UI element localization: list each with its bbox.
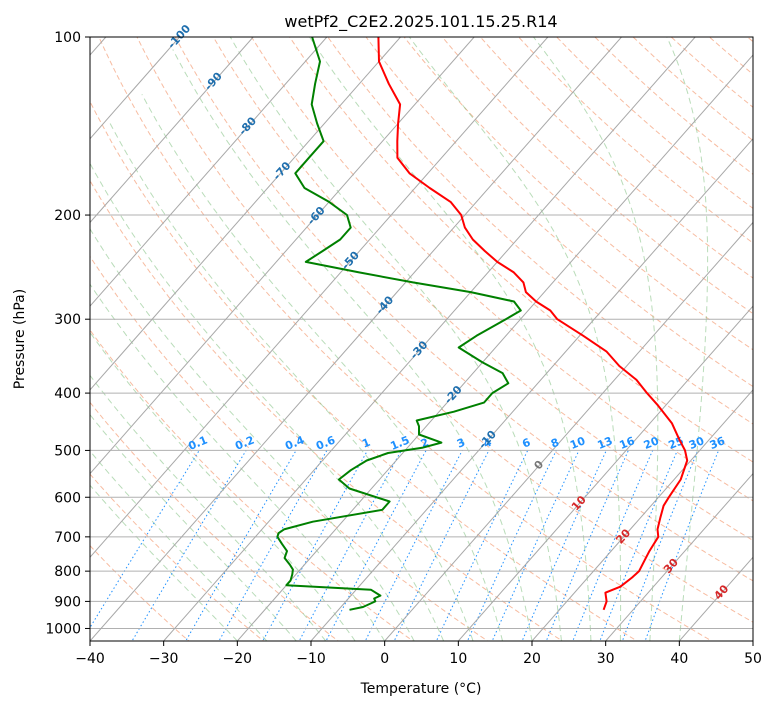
x-tick-label: 40 [670,651,688,667]
moist-adiabat [90,283,386,641]
mixing-ratio-label: 30 [687,434,706,452]
y-tick-label: 700 [54,530,81,546]
x-tick-label: 10 [449,651,467,667]
dry-adiabat [136,37,753,623]
mixing-ratio-line [435,450,529,641]
x-tick-label: 20 [523,651,541,667]
y-tick-label: 300 [54,312,81,328]
moist-adiabat [532,37,659,641]
x-tick-label: 0 [380,651,389,667]
isotherm-line [163,37,696,641]
isotherm-line [90,37,401,391]
mixing-ratio-line [364,450,463,641]
dry-adiabat [90,100,638,641]
y-tick-label: 200 [54,208,81,224]
y-tick-label: 100 [54,30,81,46]
moist-adiabat [90,413,297,641]
y-tick-label: 900 [54,594,81,610]
dewpoint-profile-line [276,37,522,611]
background-lines [90,37,753,641]
y-tick-label: 600 [54,490,81,506]
isotherm-line [457,305,753,641]
moist-adiabat [172,49,533,641]
y-tick-label: 400 [54,386,81,402]
moist-adiabat [408,37,622,641]
dry-adiabat [327,37,753,425]
y-tick-label: 500 [54,443,81,459]
mixing-ratio-line [185,450,297,641]
moist-adiabat [90,227,415,641]
mixing-ratio-line [621,450,699,641]
x-tick-label: 30 [597,651,615,667]
mixing-ratio-label: 10 [568,434,587,452]
isotherm-line [90,37,475,475]
y-tick-label: 1000 [45,621,81,637]
y-tick-label: 800 [54,564,81,580]
isotherm-line [90,37,180,140]
mixing-ratio-line [90,450,200,629]
moist-adiabat [308,37,592,641]
isotherm-line [310,137,753,641]
mixing-ratio-label: 16 [618,434,637,452]
mixing-ratio-label: 25 [667,434,686,452]
moist-adiabat [90,331,356,641]
moist-adiabat [90,374,327,641]
mixing-ratio-label: 3 [455,436,467,451]
mixing-ratio-label: 13 [595,434,614,452]
mixing-ratio-line [298,450,402,641]
x-tick-label: −40 [75,651,105,667]
x-axis-ticks: −40 −30 −20 −10 0 10 20 30 40 50 [75,641,762,667]
isotherm-line [236,54,753,641]
mixing-ratio-line [466,450,557,641]
x-tick-label: −20 [223,651,253,667]
chart-title: wetPf2_C2E2.2025.101.15.25.R14 [284,12,557,32]
x-tick-label: 50 [744,651,762,667]
isotherm-line [90,37,254,224]
isotherm-line [605,472,753,641]
mixing-ratio-label: 36 [708,434,727,452]
mixing-ratio-label: 8 [549,436,561,451]
isotherm-line [90,37,328,307]
x-tick-label: −10 [296,651,326,667]
x-axis-label: Temperature (°C) [360,681,482,697]
y-axis-ticks: 100 200 300 400 500 600 700 800 900 1000 [45,30,90,637]
mixing-ratio-label: 2 [419,436,431,451]
dry-adiabat [250,37,753,502]
mixing-ratio-line [545,450,629,641]
mixing-ratio-line [599,450,678,641]
plot-frame [89,36,754,642]
x-tick-label: −30 [149,651,179,667]
isotherm-line [90,37,622,641]
temperature-profile-line [377,37,689,611]
isotherm-line [384,221,753,641]
mixing-ratio-line [572,450,654,641]
mixing-ratio-label: 20 [642,434,661,452]
mixing-ratio-line [325,450,427,641]
isotherm-line [531,389,753,641]
mixing-ratio-label: 1 [360,436,372,451]
isotherm-line [90,37,549,559]
moist-adiabat [90,484,238,641]
profiles [276,37,689,611]
y-axis-label: Pressure (hPa) [12,289,28,389]
dry-adiabat [212,37,753,542]
moist-adiabat [666,37,709,641]
